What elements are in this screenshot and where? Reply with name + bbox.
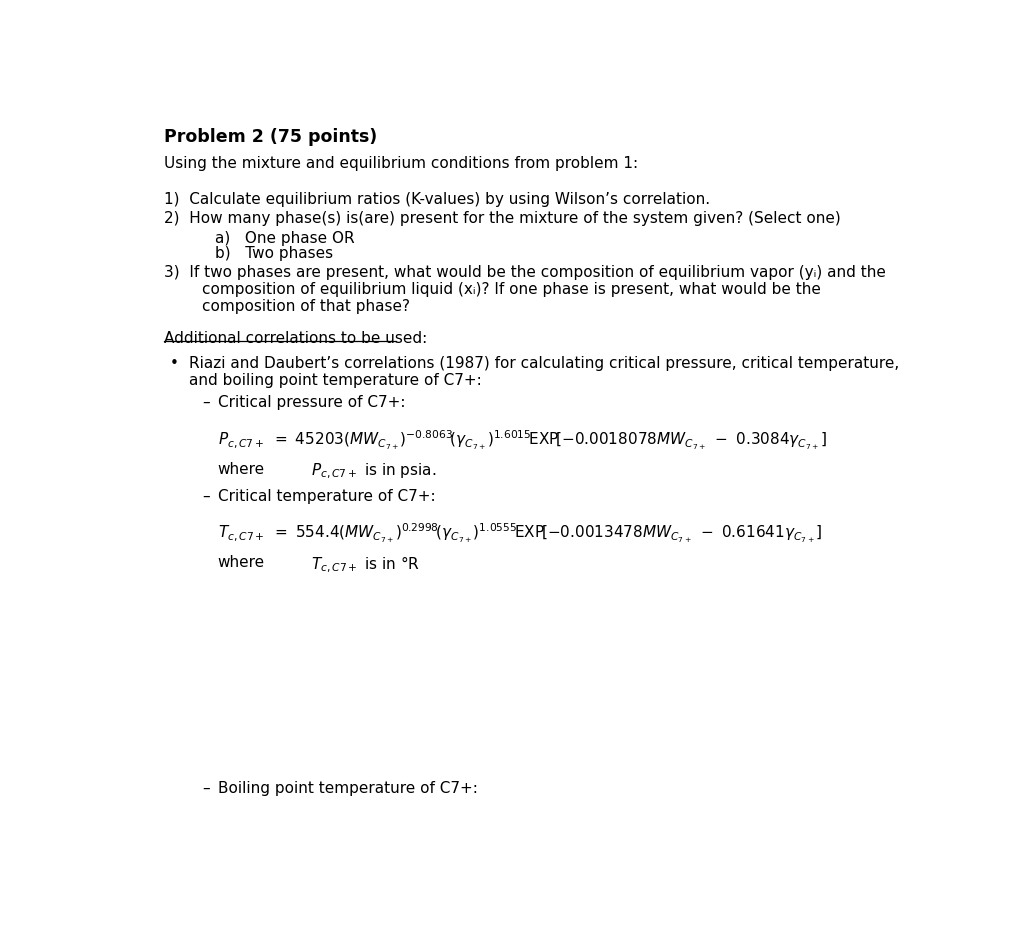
Text: 3)  If two phases are present, what would be the composition of equilibrium vapo: 3) If two phases are present, what would… <box>164 265 886 280</box>
Text: Riazi and Daubert’s correlations (1987) for calculating critical pressure, criti: Riazi and Daubert’s correlations (1987) … <box>189 356 899 371</box>
Text: –: – <box>202 489 210 503</box>
Text: –: – <box>202 781 210 795</box>
Text: –: – <box>202 394 210 410</box>
Text: composition of equilibrium liquid (xᵢ)? If one phase is present, what would be t: composition of equilibrium liquid (xᵢ)? … <box>202 282 820 297</box>
Text: Critical temperature of C7+:: Critical temperature of C7+: <box>218 489 435 503</box>
Text: •: • <box>170 356 179 371</box>
Text: Problem 2 (75 points): Problem 2 (75 points) <box>164 128 377 146</box>
Text: Boiling point temperature of C7+:: Boiling point temperature of C7+: <box>218 781 477 795</box>
Text: where: where <box>218 554 265 569</box>
Text: 1)  Calculate equilibrium ratios (K-values) by using Wilson’s correlation.: 1) Calculate equilibrium ratios (K-value… <box>164 192 710 207</box>
Text: 2)  How many phase(s) is(are) present for the mixture of the system given? (Sele: 2) How many phase(s) is(are) present for… <box>164 211 841 226</box>
Text: a)   One phase OR: a) One phase OR <box>215 231 355 246</box>
Text: Critical pressure of C7+:: Critical pressure of C7+: <box>218 394 406 410</box>
Text: $P_{c,C7+}$ is in psia.: $P_{c,C7+}$ is in psia. <box>310 462 436 480</box>
Text: $P_{c,C7+}\ =\ 45203\left(MW_{C_{7+}}\right)^{-0.8063}\!\left(\gamma_{C_{7+}}\ri: $P_{c,C7+}\ =\ 45203\left(MW_{C_{7+}}\ri… <box>218 428 826 451</box>
Text: and boiling point temperature of C7+:: and boiling point temperature of C7+: <box>189 373 482 387</box>
Text: Using the mixture and equilibrium conditions from problem 1:: Using the mixture and equilibrium condit… <box>164 156 638 171</box>
Text: where: where <box>218 462 265 476</box>
Text: composition of that phase?: composition of that phase? <box>202 298 410 314</box>
Text: $T_{c,C7+}\ =\ 554.4\left(MW_{C_{7+}}\right)^{0.2998}\!\left(\gamma_{C_{7+}}\rig: $T_{c,C7+}\ =\ 554.4\left(MW_{C_{7+}}\ri… <box>218 521 822 544</box>
Text: Additional correlations to be used:: Additional correlations to be used: <box>164 330 427 346</box>
Text: b)   Two phases: b) Two phases <box>215 246 334 260</box>
Text: $T_{c,C7+}$ is in °R: $T_{c,C7+}$ is in °R <box>310 554 420 575</box>
